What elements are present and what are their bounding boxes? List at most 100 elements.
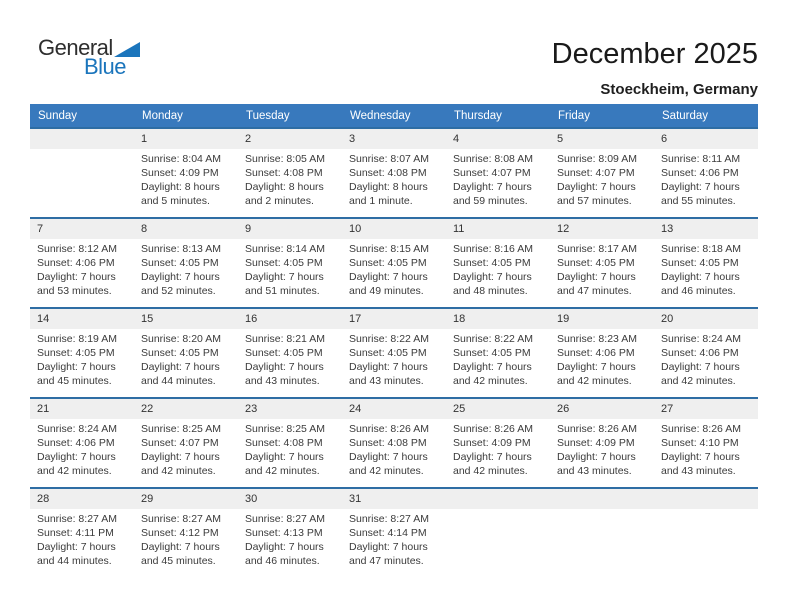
day-number: 17 xyxy=(342,309,446,329)
daylight-text: Daylight: 7 hours and 42 minutes. xyxy=(349,451,428,477)
day-number: 27 xyxy=(654,399,758,419)
sunset-text: Sunset: 4:11 PM xyxy=(37,527,114,539)
day-number: 30 xyxy=(238,489,342,509)
day-cell: 28 Sunrise: 8:27 AM Sunset: 4:11 PM Dayligh… xyxy=(30,489,134,577)
day-info: Sunrise: 8:13 AM Sunset: 4:05 PM Daylight:… xyxy=(134,239,238,298)
day-info: Sunrise: 8:14 AM Sunset: 4:05 PM Daylight:… xyxy=(238,239,342,298)
day-info: Sunrise: 8:19 AM Sunset: 4:05 PM Daylight:… xyxy=(30,329,134,388)
day-number: 23 xyxy=(238,399,342,419)
sunrise-text: Sunrise: 8:12 AM xyxy=(37,243,117,255)
day-cell: 26 Sunrise: 8:26 AM Sunset: 4:09 PM Dayligh… xyxy=(550,399,654,487)
day-number: 4 xyxy=(446,129,550,149)
day-info: Sunrise: 8:04 AM Sunset: 4:09 PM Daylight:… xyxy=(134,149,238,208)
day-info: Sunrise: 8:25 AM Sunset: 4:07 PM Daylight:… xyxy=(134,419,238,478)
sunrise-text: Sunrise: 8:16 AM xyxy=(453,243,533,255)
day-cell: 27 Sunrise: 8:26 AM Sunset: 4:10 PM Dayligh… xyxy=(654,399,758,487)
day-number: 10 xyxy=(342,219,446,239)
sunset-text: Sunset: 4:05 PM xyxy=(349,257,427,269)
sunrise-text: Sunrise: 8:24 AM xyxy=(661,333,741,345)
sunset-text: Sunset: 4:05 PM xyxy=(245,257,323,269)
sunrise-text: Sunrise: 8:21 AM xyxy=(245,333,325,345)
sunrise-text: Sunrise: 8:08 AM xyxy=(453,153,533,165)
weekday-header-row: Sunday Monday Tuesday Wednesday Thursday… xyxy=(30,104,758,127)
day-number: 26 xyxy=(550,399,654,419)
day-info: Sunrise: 8:12 AM Sunset: 4:06 PM Daylight:… xyxy=(30,239,134,298)
sunrise-text: Sunrise: 8:05 AM xyxy=(245,153,325,165)
day-info: Sunrise: 8:07 AM Sunset: 4:08 PM Daylight:… xyxy=(342,149,446,208)
daylight-text: Daylight: 7 hours and 43 minutes. xyxy=(245,361,324,387)
day-cell: 9 Sunrise: 8:14 AM Sunset: 4:05 PM Daylight… xyxy=(238,219,342,307)
day-cell: 20 Sunrise: 8:24 AM Sunset: 4:06 PM Dayligh… xyxy=(654,309,758,397)
sunrise-text: Sunrise: 8:26 AM xyxy=(349,423,429,435)
day-number: 13 xyxy=(654,219,758,239)
daylight-text: Daylight: 7 hours and 45 minutes. xyxy=(37,361,116,387)
sunset-text: Sunset: 4:05 PM xyxy=(141,257,219,269)
empty-day-cell xyxy=(30,129,134,217)
daylight-text: Daylight: 7 hours and 42 minutes. xyxy=(141,451,220,477)
day-number: 22 xyxy=(134,399,238,419)
daylight-text: Daylight: 7 hours and 57 minutes. xyxy=(557,181,636,207)
day-number: 5 xyxy=(550,129,654,149)
general-blue-logo: General Blue xyxy=(38,36,140,79)
daylight-text: Daylight: 7 hours and 52 minutes. xyxy=(141,271,220,297)
day-number: 19 xyxy=(550,309,654,329)
logo-word-blue: Blue xyxy=(84,54,127,79)
calendar: Sunday Monday Tuesday Wednesday Thursday… xyxy=(30,104,758,577)
sunset-text: Sunset: 4:05 PM xyxy=(453,347,531,359)
day-number: 8 xyxy=(134,219,238,239)
day-info: Sunrise: 8:27 AM Sunset: 4:12 PM Daylight:… xyxy=(134,509,238,568)
sunrise-text: Sunrise: 8:27 AM xyxy=(141,513,221,525)
daylight-text: Daylight: 7 hours and 47 minutes. xyxy=(349,541,428,567)
day-cell: 2 Sunrise: 8:05 AM Sunset: 4:08 PM Daylight… xyxy=(238,129,342,217)
sunset-text: Sunset: 4:09 PM xyxy=(141,167,219,179)
day-info: Sunrise: 8:24 AM Sunset: 4:06 PM Daylight:… xyxy=(30,419,134,478)
sunset-text: Sunset: 4:05 PM xyxy=(557,257,635,269)
sunrise-text: Sunrise: 8:19 AM xyxy=(37,333,117,345)
day-number: 11 xyxy=(446,219,550,239)
day-cell: 5 Sunrise: 8:09 AM Sunset: 4:07 PM Daylight… xyxy=(550,129,654,217)
daylight-text: Daylight: 7 hours and 47 minutes. xyxy=(557,271,636,297)
day-info: Sunrise: 8:09 AM Sunset: 4:07 PM Daylight:… xyxy=(550,149,654,208)
sunrise-text: Sunrise: 8:27 AM xyxy=(349,513,429,525)
day-info: Sunrise: 8:23 AM Sunset: 4:06 PM Daylight:… xyxy=(550,329,654,388)
sunset-text: Sunset: 4:06 PM xyxy=(557,347,635,359)
sunset-text: Sunset: 4:13 PM xyxy=(245,527,323,539)
daylight-text: Daylight: 7 hours and 44 minutes. xyxy=(37,541,116,567)
daylight-text: Daylight: 7 hours and 42 minutes. xyxy=(37,451,116,477)
day-number: 9 xyxy=(238,219,342,239)
day-number: 24 xyxy=(342,399,446,419)
daylight-text: Daylight: 7 hours and 46 minutes. xyxy=(245,541,324,567)
sunset-text: Sunset: 4:05 PM xyxy=(453,257,531,269)
sunset-text: Sunset: 4:12 PM xyxy=(141,527,219,539)
day-cell: 14 Sunrise: 8:19 AM Sunset: 4:05 PM Dayligh… xyxy=(30,309,134,397)
sunset-text: Sunset: 4:09 PM xyxy=(557,437,635,449)
day-number: 1 xyxy=(134,129,238,149)
day-cell: 15 Sunrise: 8:20 AM Sunset: 4:05 PM Dayligh… xyxy=(134,309,238,397)
sunrise-text: Sunrise: 8:26 AM xyxy=(661,423,741,435)
day-cell: 31 Sunrise: 8:27 AM Sunset: 4:14 PM Dayligh… xyxy=(342,489,446,577)
day-cell: 1 Sunrise: 8:04 AM Sunset: 4:09 PM Daylight… xyxy=(134,129,238,217)
week-row: 7 Sunrise: 8:12 AM Sunset: 4:06 PM Daylight… xyxy=(30,217,758,307)
day-cell: 18 Sunrise: 8:22 AM Sunset: 4:05 PM Dayligh… xyxy=(446,309,550,397)
sunrise-text: Sunrise: 8:23 AM xyxy=(557,333,637,345)
day-info: Sunrise: 8:22 AM Sunset: 4:05 PM Daylight:… xyxy=(342,329,446,388)
daylight-text: Daylight: 7 hours and 48 minutes. xyxy=(453,271,532,297)
logo-triangle-icon xyxy=(113,42,140,57)
sunrise-text: Sunrise: 8:26 AM xyxy=(557,423,637,435)
day-cell: 8 Sunrise: 8:13 AM Sunset: 4:05 PM Daylight… xyxy=(134,219,238,307)
sunset-text: Sunset: 4:08 PM xyxy=(349,437,427,449)
day-number: 28 xyxy=(30,489,134,509)
day-number: 3 xyxy=(342,129,446,149)
sunset-text: Sunset: 4:10 PM xyxy=(661,437,739,449)
day-info: Sunrise: 8:08 AM Sunset: 4:07 PM Daylight:… xyxy=(446,149,550,208)
day-cell: 17 Sunrise: 8:22 AM Sunset: 4:05 PM Dayligh… xyxy=(342,309,446,397)
week-row: 1 Sunrise: 8:04 AM Sunset: 4:09 PM Daylight… xyxy=(30,127,758,217)
day-info xyxy=(654,509,758,512)
day-info: Sunrise: 8:20 AM Sunset: 4:05 PM Daylight:… xyxy=(134,329,238,388)
page-subtitle: Stoeckheim, Germany xyxy=(600,81,758,98)
daylight-text: Daylight: 7 hours and 42 minutes. xyxy=(557,361,636,387)
sunset-text: Sunset: 4:09 PM xyxy=(453,437,531,449)
weekday-header-thursday: Thursday xyxy=(454,109,502,122)
daylight-text: Daylight: 7 hours and 55 minutes. xyxy=(661,181,740,207)
day-info xyxy=(550,509,654,512)
